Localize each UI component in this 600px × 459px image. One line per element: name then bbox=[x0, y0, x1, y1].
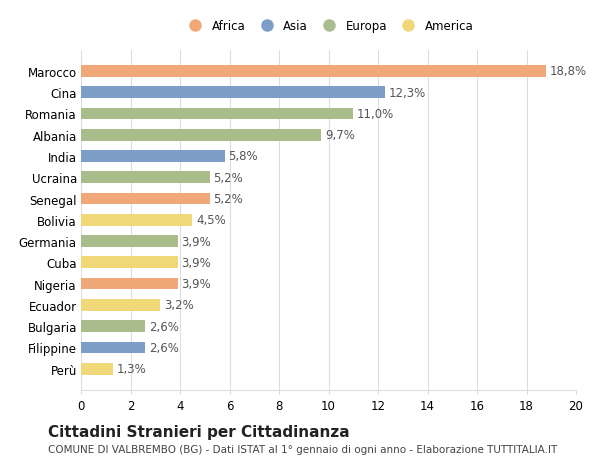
Bar bbox=[81, 236, 178, 247]
Bar bbox=[81, 108, 353, 120]
Text: 4,5%: 4,5% bbox=[196, 214, 226, 227]
Text: 5,8%: 5,8% bbox=[228, 150, 258, 163]
Text: 3,2%: 3,2% bbox=[164, 299, 194, 312]
Bar bbox=[81, 278, 178, 290]
Bar bbox=[81, 214, 193, 226]
Bar bbox=[81, 342, 145, 353]
Bar bbox=[81, 257, 178, 269]
Text: 11,0%: 11,0% bbox=[357, 108, 394, 121]
Text: 2,6%: 2,6% bbox=[149, 320, 179, 333]
Text: Cittadini Stranieri per Cittadinanza: Cittadini Stranieri per Cittadinanza bbox=[48, 425, 350, 440]
Bar bbox=[81, 129, 321, 141]
Bar bbox=[81, 172, 210, 184]
Legend: Africa, Asia, Europa, America: Africa, Asia, Europa, America bbox=[179, 16, 478, 38]
Bar bbox=[81, 87, 385, 99]
Bar bbox=[81, 193, 210, 205]
Text: 3,9%: 3,9% bbox=[181, 256, 211, 269]
Text: 12,3%: 12,3% bbox=[389, 86, 427, 100]
Text: 3,9%: 3,9% bbox=[181, 278, 211, 291]
Bar bbox=[81, 151, 224, 162]
Text: 9,7%: 9,7% bbox=[325, 129, 355, 142]
Bar bbox=[81, 320, 145, 332]
Text: 3,9%: 3,9% bbox=[181, 235, 211, 248]
Bar bbox=[81, 299, 160, 311]
Bar bbox=[81, 363, 113, 375]
Text: 18,8%: 18,8% bbox=[550, 65, 587, 78]
Text: 5,2%: 5,2% bbox=[214, 193, 243, 206]
Text: 2,6%: 2,6% bbox=[149, 341, 179, 354]
Text: 5,2%: 5,2% bbox=[214, 171, 243, 185]
Text: COMUNE DI VALBREMBO (BG) - Dati ISTAT al 1° gennaio di ogni anno - Elaborazione : COMUNE DI VALBREMBO (BG) - Dati ISTAT al… bbox=[48, 444, 557, 454]
Text: 1,3%: 1,3% bbox=[117, 363, 146, 375]
Bar bbox=[81, 66, 546, 78]
